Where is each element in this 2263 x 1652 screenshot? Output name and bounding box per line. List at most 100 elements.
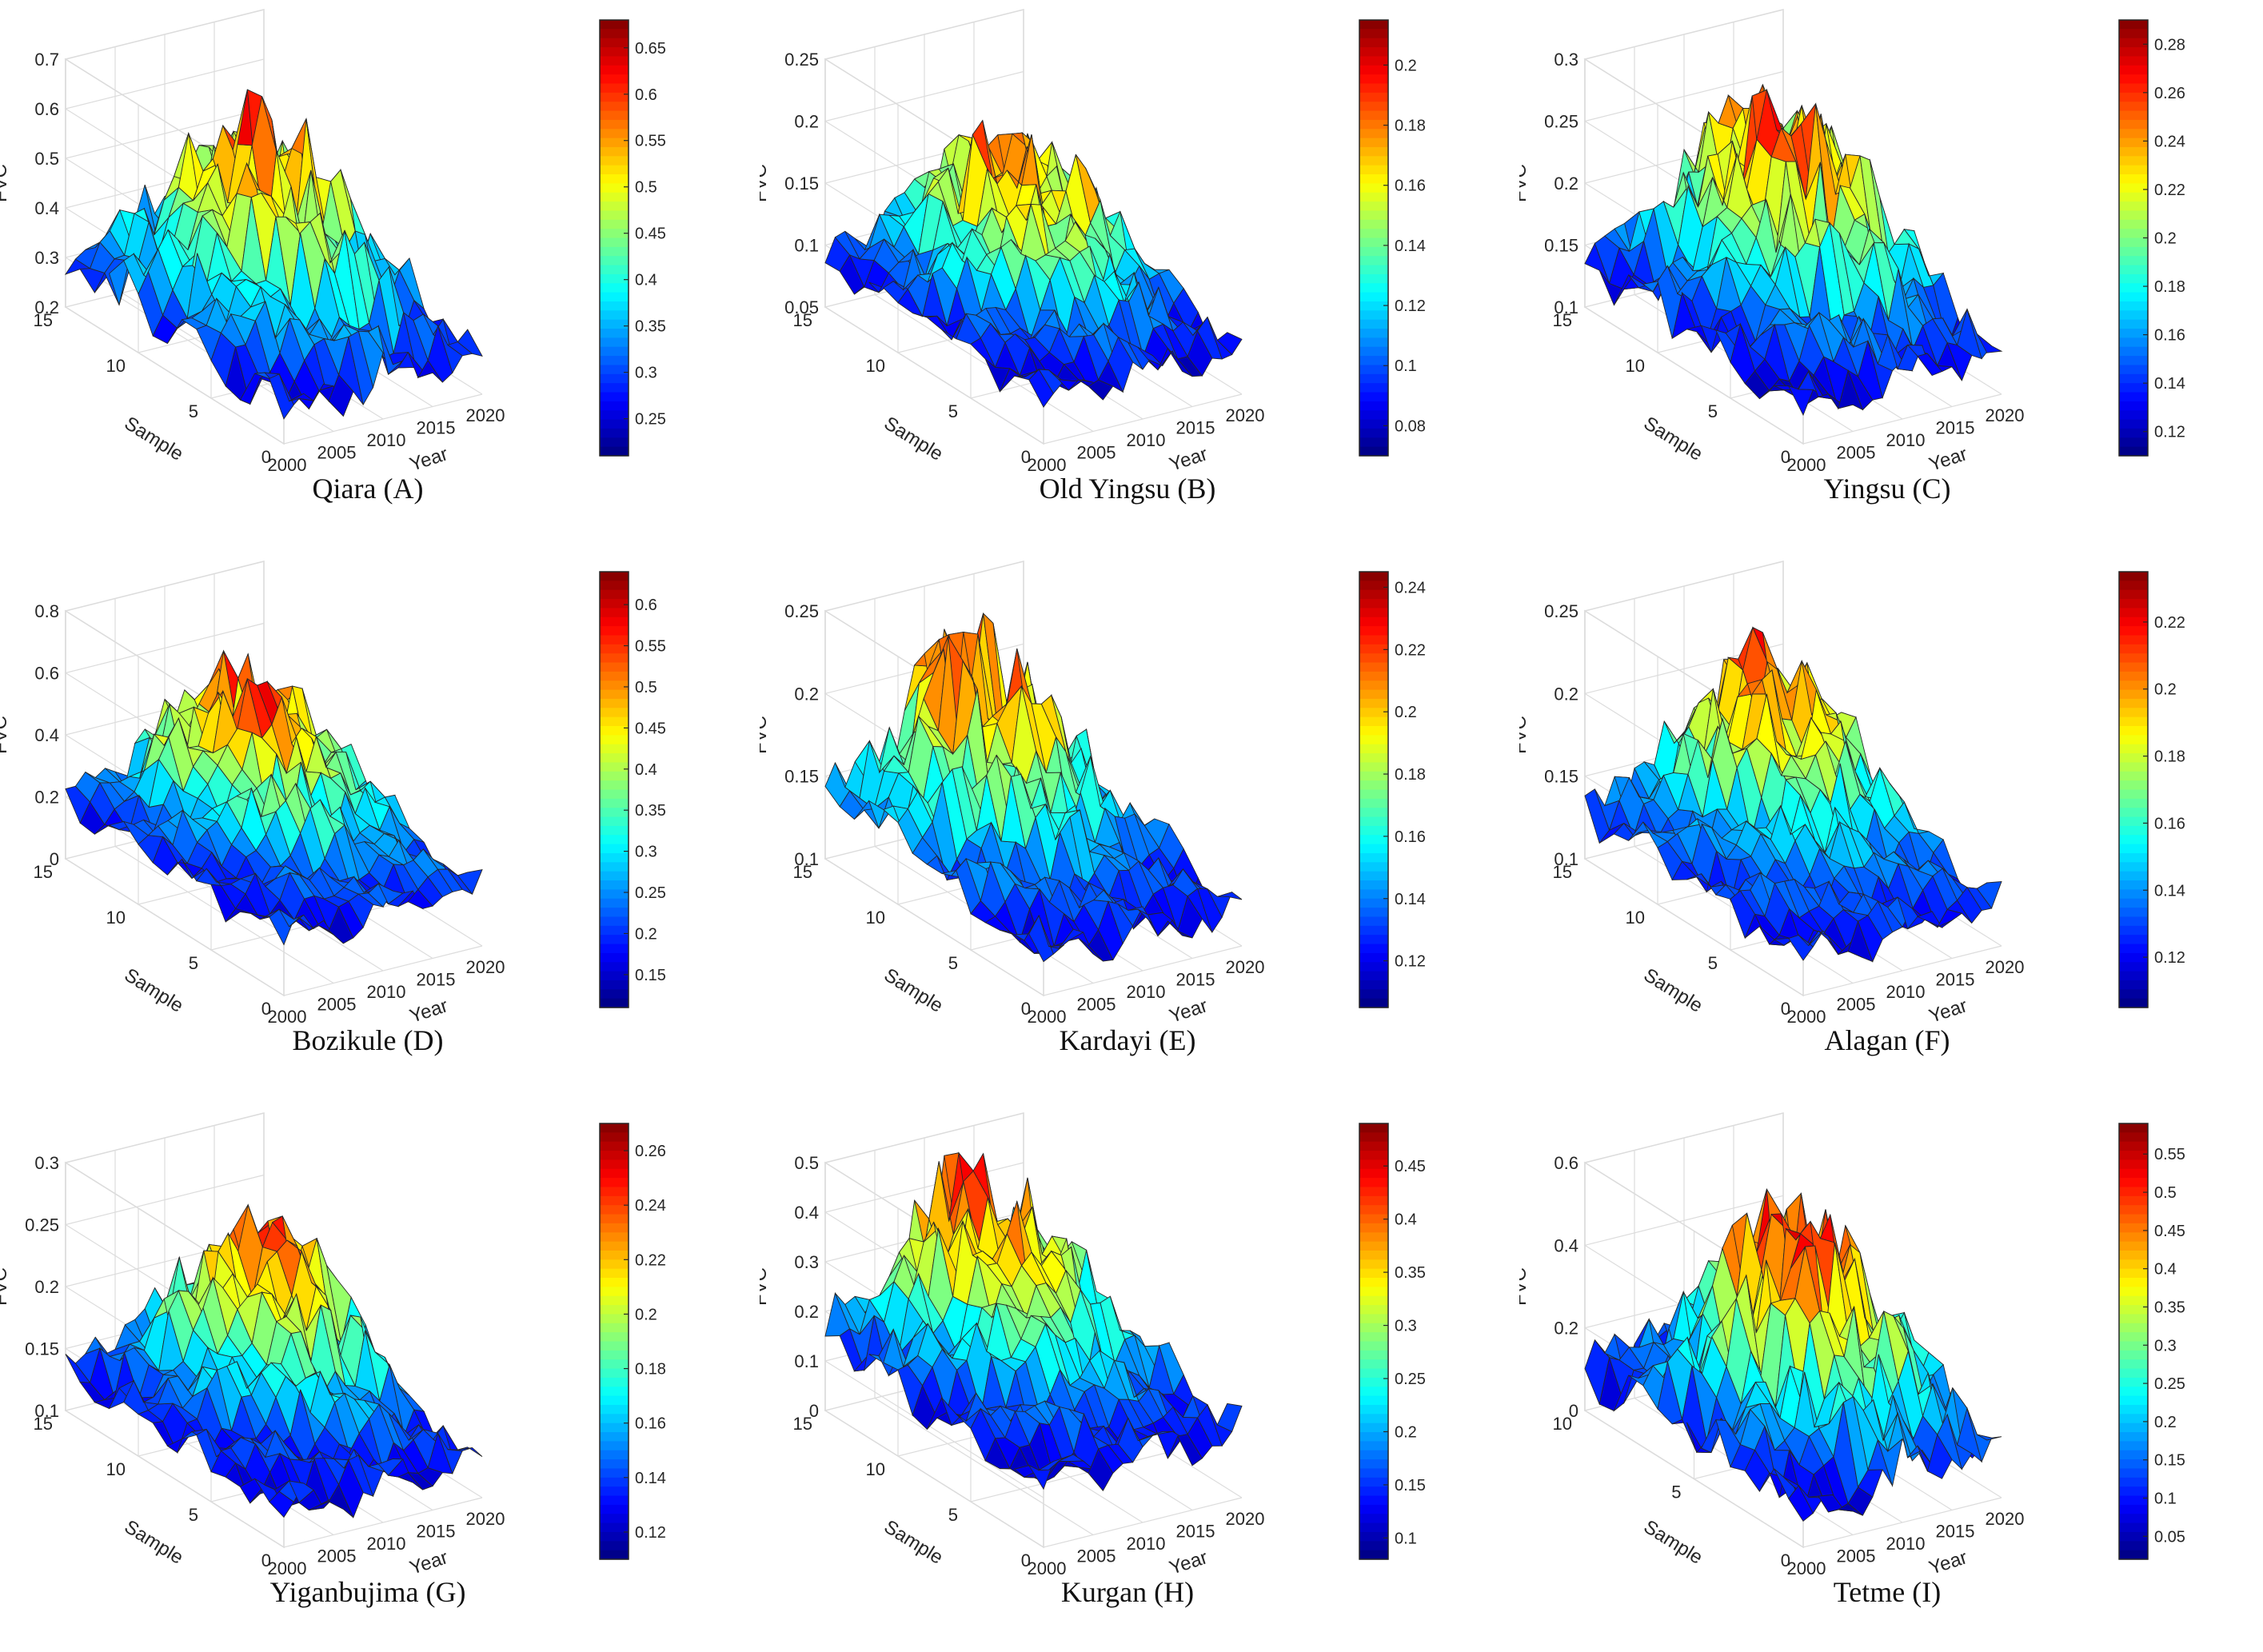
colorbar-band <box>1359 671 1388 681</box>
colorbar-band <box>2119 346 2148 357</box>
colorbar-tick-label: 0.18 <box>2154 278 2185 296</box>
colorbar-band <box>1359 273 1388 284</box>
surface-plot-yiganbujima: 0.1 0.15 0.2 0.25 0.3 2000 2005 2010 2015 2020 0 5 1… <box>0 1112 666 1579</box>
colorbar-band <box>600 165 629 175</box>
colorbar-band <box>600 1187 629 1197</box>
colorbar-band <box>2119 1541 2148 1551</box>
colorbar-band <box>600 808 629 818</box>
colorbar-band <box>2119 1287 2148 1297</box>
colorbar-tick-label: 0.22 <box>635 1251 666 1269</box>
colorbar-band <box>1359 608 1388 618</box>
panel-kurgan: 0 0.1 0.2 0.3 0.4 0.5 2000 2005 2010 2015 2020 0 5 10… <box>760 1103 1495 1647</box>
panel-caption: Yiganbujima (G) <box>269 1576 466 1608</box>
colorbar-band <box>1359 356 1388 366</box>
year-tick-label: 2000 <box>1028 1558 1067 1578</box>
colorbar-frame <box>1359 571 1389 1008</box>
colorbar-band <box>600 437 629 448</box>
colorbar-band <box>600 998 629 1008</box>
colorbar-band <box>600 1377 629 1387</box>
colorbar-band <box>600 38 629 48</box>
colorbar-band <box>1359 65 1388 75</box>
panel-yingsu: 0.1 0.15 0.2 0.25 0.3 2000 2005 2010 2015 2020 0 5 1… <box>1519 0 2255 544</box>
colorbar-band <box>1359 1432 1388 1442</box>
colorbar: 0.15 0.2 0.25 0.3 0.35 0.4 0.45 0.5 0.55 0.6 <box>599 571 666 1008</box>
colorbar-band <box>2119 428 2148 438</box>
year-axis-title: Year <box>1926 1546 1970 1579</box>
colorbar-band <box>600 156 629 166</box>
sample-tick-label: 5 <box>948 401 958 421</box>
colorbar-band <box>2119 292 2148 302</box>
colorbar-band <box>2119 20 2148 30</box>
year-tick-label: 2015 <box>1176 1522 1215 1542</box>
z-axis-title: FVC <box>760 1267 771 1306</box>
colorbar-band <box>1359 229 1388 239</box>
colorbar-band <box>600 138 629 148</box>
colorbar-tick-label: 0.55 <box>635 133 666 150</box>
colorbar-band <box>1359 292 1388 302</box>
colorbar-band <box>1359 202 1388 212</box>
colorbar-band <box>2119 283 2148 293</box>
sample-axis-title: Sample <box>1640 1516 1706 1569</box>
colorbar-band <box>2119 1341 2148 1351</box>
colorbar-band <box>600 644 629 654</box>
colorbar-band <box>600 373 629 384</box>
colorbar-band <box>2119 789 2148 800</box>
colorbar-band <box>1359 192 1388 202</box>
colorbar-band <box>600 617 629 627</box>
colorbar-band <box>600 1368 629 1379</box>
colorbar-band <box>600 410 629 421</box>
colorbar-band <box>2119 1531 2148 1542</box>
colorbar-band <box>2119 680 2148 691</box>
colorbar-band <box>2119 119 2148 130</box>
colorbar-band <box>1359 1187 1388 1197</box>
year-tick-label: 2005 <box>1837 995 1876 1015</box>
colorbar-tick-label: 0.12 <box>2154 424 2185 441</box>
colorbar-band <box>2119 146 2148 157</box>
colorbar-band <box>1359 74 1388 85</box>
colorbar-tick-label: 0.5 <box>2154 1184 2177 1202</box>
colorbar-band <box>2119 1205 2148 1215</box>
colorbar-band <box>2119 952 2148 963</box>
colorbar-band <box>600 301 629 311</box>
colorbar-tick-label: 0.16 <box>635 1415 666 1433</box>
surface-plot-bozikule: 0 0.2 0.4 0.6 0.8 2000 2005 2010 2015 2020 0 5 10 15 F… <box>0 561 666 1028</box>
colorbar-band <box>2119 1123 2148 1133</box>
year-tick-label: 2000 <box>268 1007 307 1027</box>
z-tick-label: 0.5 <box>34 149 59 169</box>
colorbar-band <box>2119 373 2148 384</box>
colorbar-tick-label: 0.45 <box>635 720 666 737</box>
panel-old-yingsu: 0.05 0.1 0.15 0.2 0.25 2000 2005 2010 2015 2020 0 5… <box>760 0 1495 544</box>
colorbar-tick-label: 0.35 <box>635 802 666 820</box>
colorbar-band <box>600 1250 629 1260</box>
colorbar-band <box>2119 617 2148 627</box>
colorbar-band <box>600 589 629 600</box>
colorbar-band <box>2119 644 2148 654</box>
z-tick-label: 0.4 <box>1554 1235 1579 1255</box>
sample-tick-label: 10 <box>106 908 126 928</box>
colorbar-band <box>2119 889 2148 900</box>
colorbar-band <box>1359 1132 1388 1143</box>
colorbar: 0.1 0.15 0.2 0.25 0.3 0.35 0.4 0.45 <box>1359 1123 1426 1560</box>
colorbar-band <box>1359 789 1388 800</box>
colorbar-band <box>1359 1341 1388 1351</box>
sample-axis-title: Sample <box>880 964 947 1017</box>
colorbar-band <box>2119 265 2148 275</box>
year-tick-label: 2010 <box>1127 982 1166 1002</box>
sample-tick-label: 10 <box>106 1459 126 1479</box>
colorbar-band <box>2119 1187 2148 1197</box>
colorbar-tick-label: 0.15 <box>635 967 666 984</box>
colorbar-band <box>2119 608 2148 618</box>
colorbar-band <box>1359 310 1388 321</box>
colorbar-band <box>1359 771 1388 781</box>
colorbar-band <box>600 735 629 745</box>
colorbar-band <box>600 744 629 754</box>
colorbar-band <box>2119 1214 2148 1224</box>
colorbar-band <box>2119 1168 2148 1179</box>
sample-tick-label: 5 <box>1708 401 1718 421</box>
colorbar-band <box>1359 56 1388 66</box>
colorbar-band <box>2119 1495 2148 1506</box>
sample-tick-label: 0 <box>1781 1550 1790 1570</box>
colorbar-band <box>1359 816 1388 827</box>
surface-face <box>1216 332 1243 356</box>
colorbar-band <box>600 1495 629 1506</box>
